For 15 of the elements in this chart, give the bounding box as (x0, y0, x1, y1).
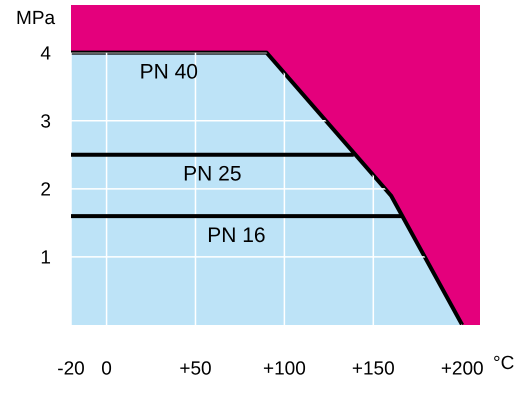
x-tick-label: +50 (179, 358, 212, 380)
x-tick-label: +100 (262, 358, 306, 380)
series-label: PN 25 (183, 162, 242, 186)
x-tick-label: +150 (352, 358, 395, 380)
x-tick-label: +200 (440, 358, 484, 380)
x-axis-title: °C (493, 353, 514, 375)
y-axis-title: MPa (16, 8, 56, 30)
x-tick-label: -20 (57, 358, 85, 380)
y-tick-label: 1 (40, 248, 51, 269)
y-tick-label: 4 (40, 43, 52, 64)
x-tick-label: 0 (101, 358, 112, 380)
y-tick-label: 3 (40, 111, 51, 132)
series-label: PN 16 (207, 224, 266, 247)
y-tick-label: 2 (40, 180, 51, 201)
series-label: PN 40 (140, 60, 198, 84)
